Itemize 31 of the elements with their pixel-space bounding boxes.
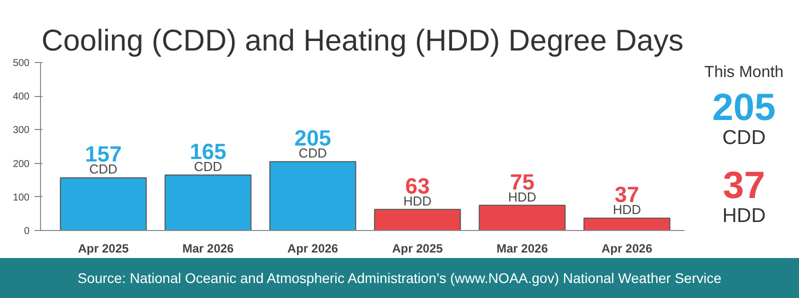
y-tick-label: 300 (12, 125, 30, 136)
y-tick-label: 400 (12, 92, 30, 103)
text: This Month (704, 63, 784, 83)
text: CDD (721, 126, 767, 149)
text: CDD (298, 146, 327, 161)
bar (269, 161, 356, 230)
x-tick-label: Apr 2025 (78, 242, 130, 256)
y-tick-label: 200 (12, 158, 30, 170)
source-note: Source: National Oceanic and Atmospheric Administration’s (www.NOAA.gov) National Weather Service (78, 269, 722, 288)
x-tick-label: Apr 2026 (287, 242, 338, 256)
text: 205 (711, 86, 777, 129)
bar (374, 208, 461, 230)
x-tick-label: Mar 2026 (496, 242, 548, 256)
bar (60, 177, 147, 230)
y-tick-label: 100 (12, 192, 30, 204)
y-tick-label: 0 (24, 226, 30, 237)
bar (164, 174, 252, 230)
text: CDD (194, 159, 222, 174)
text: 37 (722, 164, 766, 207)
series-label: HDD (403, 193, 432, 208)
x-tick-label: Apr 2025 (392, 242, 444, 256)
bar (583, 218, 670, 230)
bar (478, 204, 566, 230)
x-tick-label: Mar 2026 (182, 242, 234, 256)
x-tick-label: Apr 2026 (602, 242, 653, 256)
series-label: CDD (89, 162, 118, 177)
text: HDD (721, 204, 767, 227)
y-tick-label: 500 (12, 58, 30, 69)
text: HDD (508, 189, 536, 204)
text: HDD (612, 202, 641, 218)
chart-title: Cooling (CDD) and Heating (HDD) Degree Days (42, 24, 684, 58)
